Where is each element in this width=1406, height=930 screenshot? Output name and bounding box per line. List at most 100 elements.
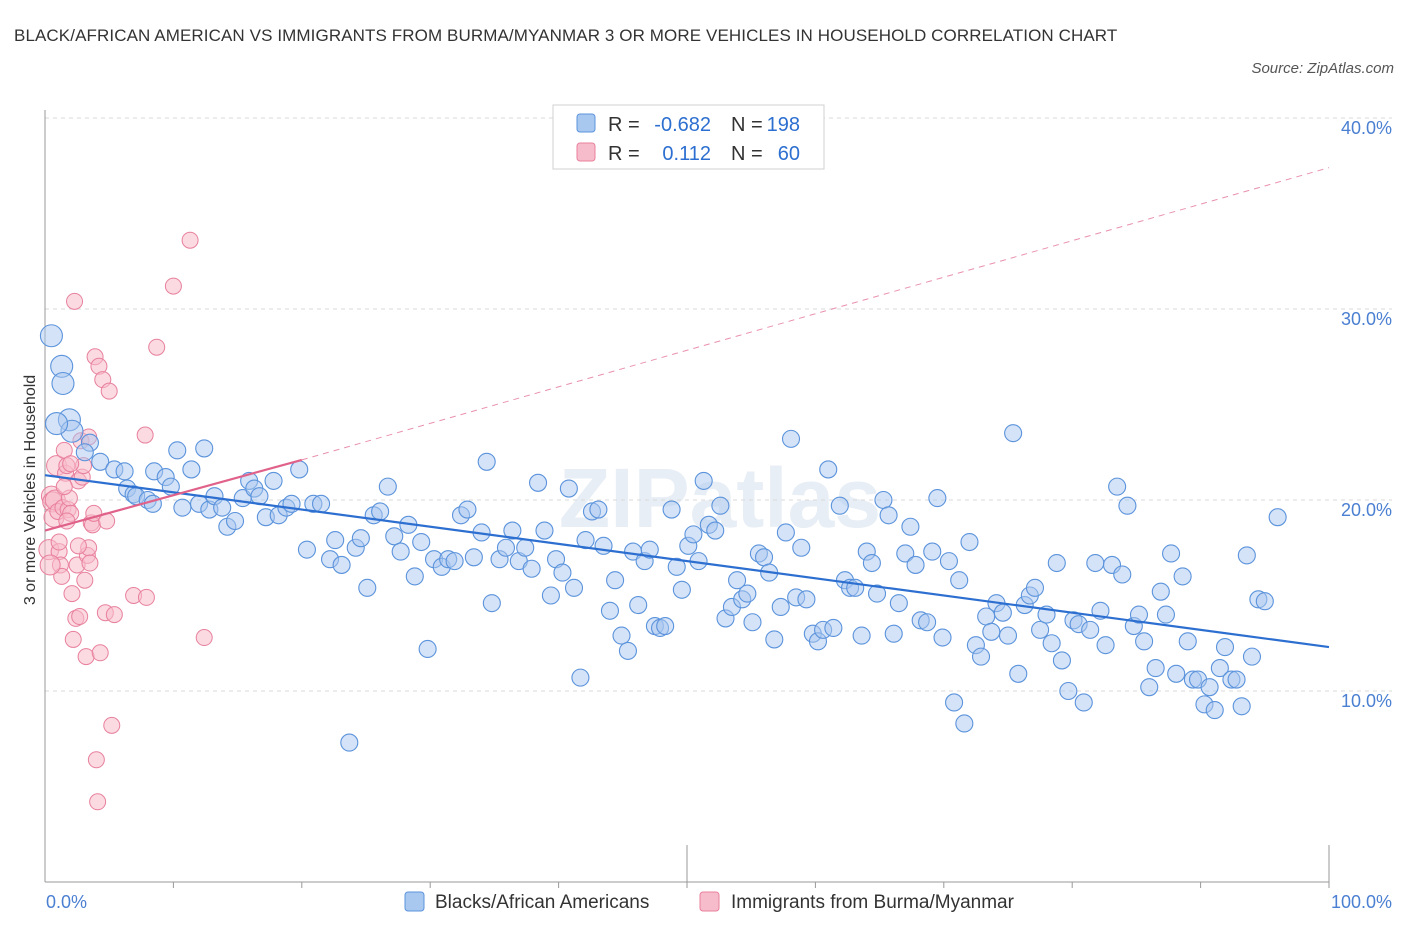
blue-point bbox=[115, 462, 134, 481]
blue-point bbox=[923, 542, 942, 561]
legend-r-value-pink: 0.112 bbox=[662, 143, 711, 165]
pink-point bbox=[64, 630, 82, 648]
legend-r-label-pink: R = bbox=[608, 143, 640, 165]
blue-point bbox=[1205, 701, 1224, 720]
chart-title: BLACK/AFRICAN AMERICAN VS IMMIGRANTS FRO… bbox=[14, 26, 1118, 45]
legend-r-value-blue: -0.682 bbox=[654, 114, 711, 136]
blue-point bbox=[385, 527, 404, 546]
tick-labels: 10.0% 20.0% 30.0% 40.0% 0.0% 100.0% bbox=[46, 118, 1392, 912]
blue-point bbox=[694, 471, 713, 490]
blue-point bbox=[629, 595, 648, 615]
blue-point bbox=[1162, 544, 1181, 563]
blue-point bbox=[606, 571, 625, 590]
blue-point bbox=[412, 532, 431, 552]
blue-point bbox=[933, 628, 952, 647]
blue-point bbox=[559, 479, 578, 498]
blue-point bbox=[290, 460, 309, 479]
pink-series-points bbox=[38, 231, 213, 811]
blue-point bbox=[819, 460, 838, 479]
blue-point bbox=[1268, 508, 1287, 527]
blue-point bbox=[797, 590, 816, 609]
blue-point bbox=[213, 498, 232, 517]
blue-point bbox=[445, 552, 464, 571]
blue-point bbox=[901, 517, 920, 536]
pink-point bbox=[103, 716, 121, 734]
blue-point bbox=[830, 496, 849, 515]
pink-point bbox=[195, 629, 213, 647]
blue-point bbox=[168, 441, 187, 460]
blue-point bbox=[358, 578, 377, 597]
blue-point bbox=[326, 531, 345, 550]
legend-swatch-pink bbox=[576, 142, 596, 162]
blue-point bbox=[535, 521, 554, 540]
pink-point bbox=[53, 567, 71, 585]
blue-point bbox=[1096, 636, 1115, 655]
pink-point bbox=[63, 585, 81, 603]
trend-lines bbox=[44, 167, 1330, 649]
pink-point bbox=[39, 554, 61, 576]
blue-point bbox=[45, 412, 69, 436]
blue-point bbox=[706, 521, 725, 540]
blue-point bbox=[662, 500, 681, 519]
blue-point bbox=[225, 511, 245, 531]
blue-point bbox=[458, 500, 477, 519]
blue-point bbox=[1025, 578, 1045, 597]
blue-point bbox=[738, 584, 757, 603]
blue-point bbox=[589, 500, 608, 519]
blue-point bbox=[195, 439, 214, 458]
blue-point bbox=[612, 626, 631, 645]
blue-point bbox=[1042, 634, 1061, 653]
blue-point bbox=[143, 494, 162, 513]
blue-point bbox=[1242, 647, 1262, 666]
blue-point bbox=[1004, 424, 1023, 443]
blue-point bbox=[640, 540, 659, 559]
pink-point bbox=[164, 277, 182, 295]
pink-point bbox=[71, 608, 89, 626]
blue-point bbox=[906, 555, 925, 574]
blue-point bbox=[776, 523, 795, 542]
blue-point bbox=[1156, 605, 1175, 624]
blue-point bbox=[1255, 592, 1274, 611]
blue-point bbox=[1081, 620, 1100, 639]
blue-point bbox=[553, 563, 572, 582]
blue-point bbox=[862, 553, 881, 573]
blue-point bbox=[1210, 659, 1229, 678]
blue-point bbox=[600, 601, 620, 620]
blue-point bbox=[173, 498, 192, 517]
blue-point bbox=[918, 613, 937, 632]
blue-point bbox=[496, 538, 516, 557]
blue-point bbox=[378, 477, 397, 496]
source-label: Source: ZipAtlas.com bbox=[1251, 60, 1394, 77]
blue-point bbox=[351, 529, 370, 548]
pink-point bbox=[62, 455, 80, 473]
blue-point bbox=[672, 580, 691, 599]
blue-point bbox=[884, 624, 903, 643]
y-tick-label-30: 30.0% bbox=[1341, 309, 1392, 329]
blue-point bbox=[182, 460, 201, 479]
blue-point bbox=[529, 473, 548, 492]
pink-trend-line bbox=[44, 458, 303, 532]
blue-point bbox=[939, 552, 958, 571]
pink-point bbox=[136, 426, 154, 444]
blue-point bbox=[971, 647, 991, 666]
blue-point bbox=[391, 542, 410, 561]
pink-point bbox=[77, 648, 95, 666]
blue-point bbox=[1167, 664, 1186, 683]
blue-point bbox=[656, 617, 675, 636]
blue-point bbox=[618, 641, 637, 660]
pink-trend-extension bbox=[301, 167, 1330, 461]
blue-point bbox=[743, 613, 762, 632]
blue-point bbox=[1086, 553, 1105, 573]
pink-point bbox=[91, 644, 109, 662]
pink-point bbox=[89, 793, 107, 811]
blue-point bbox=[564, 578, 584, 597]
y-tick-label-10: 10.0% bbox=[1341, 691, 1392, 711]
blue-point bbox=[1074, 693, 1093, 712]
blue-point bbox=[418, 639, 437, 659]
grid-lines bbox=[45, 117, 1392, 692]
blue-point bbox=[464, 548, 483, 567]
blue-point bbox=[1237, 546, 1256, 565]
blue-point bbox=[522, 559, 541, 578]
x-tick-label-max: 100.0% bbox=[1331, 892, 1392, 912]
